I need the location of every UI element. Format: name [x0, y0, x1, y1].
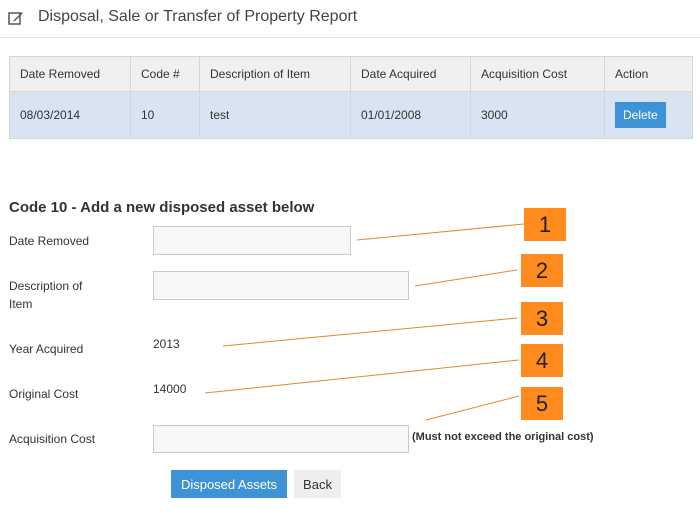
cell-code: 10: [130, 91, 200, 139]
form-title: Code 10 - Add a new disposed asset below: [9, 199, 315, 216]
description-label-line1: Description of: [9, 279, 83, 293]
year-acquired-label: Year Acquired: [9, 342, 84, 356]
cell-description: test: [199, 91, 351, 139]
year-acquired-value: 2013: [153, 337, 180, 351]
disposed-assets-table: Date Removed Code # Description of Item …: [9, 56, 693, 139]
acquisition-cost-label: Acquisition Cost: [9, 432, 96, 446]
description-input[interactable]: [153, 271, 409, 300]
cell-date-acquired: 01/01/2008: [350, 91, 471, 139]
delete-button[interactable]: Delete: [615, 102, 666, 128]
callout-line-2: [414, 269, 518, 287]
table-header-row: Date Removed Code # Description of Item …: [9, 56, 693, 92]
callout-line-1: [356, 223, 525, 241]
date-removed-label: Date Removed: [9, 234, 90, 248]
callout-badge-2: 2: [521, 254, 563, 287]
callout-badge-1: 1: [524, 208, 566, 241]
acquisition-note: (Must not exceed the original cost): [412, 431, 594, 443]
date-removed-input[interactable]: [153, 226, 351, 255]
column-header: Date Removed: [9, 56, 131, 92]
page-title: Disposal, Sale or Transfer of Property R…: [38, 8, 358, 25]
callout-badge-4: 4: [521, 344, 563, 377]
description-label-line2: Item: [9, 297, 33, 311]
acquisition-cost-input[interactable]: [153, 425, 409, 453]
table-row: 08/03/2014 10 test 01/01/2008 3000 Delet…: [9, 91, 693, 139]
column-header: Action: [604, 56, 693, 92]
original-cost-value: 14000: [153, 382, 187, 396]
edit-icon: [8, 10, 24, 26]
description-label: Description of Item: [9, 277, 82, 313]
callout-line-3: [222, 317, 518, 347]
column-header: Acquisition Cost: [470, 56, 605, 92]
cell-action: Delete: [604, 91, 693, 139]
cell-acquisition-cost: 3000: [470, 91, 605, 139]
callout-line-4: [204, 359, 520, 394]
callout-badge-5: 5: [521, 387, 563, 420]
page-header: Disposal, Sale or Transfer of Property R…: [0, 0, 700, 38]
callout-badge-3: 3: [521, 302, 563, 335]
back-button[interactable]: Back: [294, 470, 341, 498]
callout-line-5: [425, 395, 520, 421]
disposed-assets-button[interactable]: Disposed Assets: [171, 470, 287, 498]
original-cost-label: Original Cost: [9, 387, 79, 401]
